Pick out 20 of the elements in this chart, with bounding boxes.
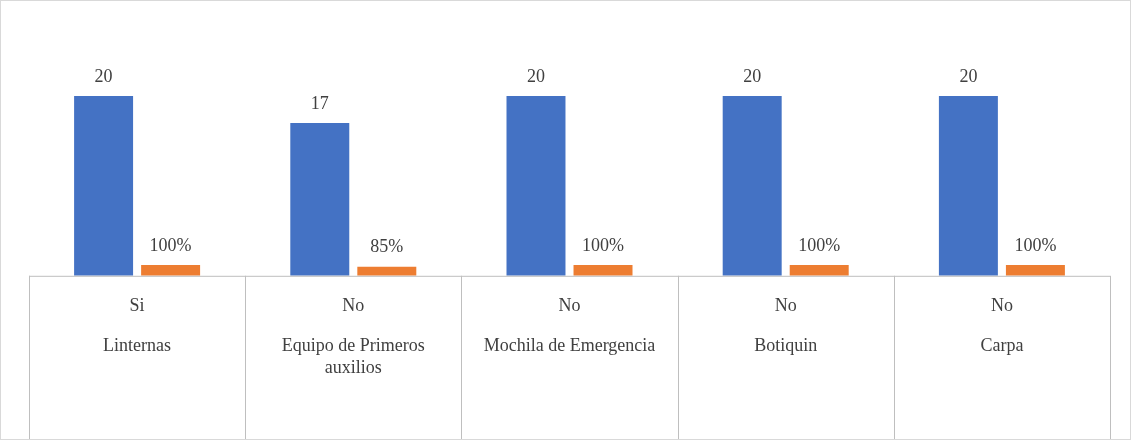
- data-label: 20: [743, 65, 762, 86]
- text: Si: [129, 294, 145, 315]
- text: No: [342, 294, 365, 315]
- data-label: 100%: [149, 234, 192, 255]
- data-label: 17: [310, 92, 329, 113]
- text: No: [558, 294, 581, 315]
- x-tick-label: Linternas: [103, 335, 172, 356]
- text: No: [774, 294, 797, 315]
- x-tick-label: Mochila de Emergencia: [483, 335, 656, 356]
- x-tick-label: Equipo de Primeros auxilios: [281, 335, 425, 377]
- data-label: 100%: [582, 234, 625, 255]
- data-label: 100%: [1014, 234, 1057, 255]
- data-label: 100%: [798, 234, 841, 255]
- data-label: 85%: [370, 236, 404, 257]
- data-label: 20: [959, 65, 978, 86]
- x-tick-label: Botiquin: [754, 335, 818, 356]
- text: No: [990, 294, 1013, 315]
- data-label: 20: [94, 65, 113, 86]
- data-label: 20: [526, 65, 545, 86]
- x-tick-label: Carpa: [980, 335, 1024, 356]
